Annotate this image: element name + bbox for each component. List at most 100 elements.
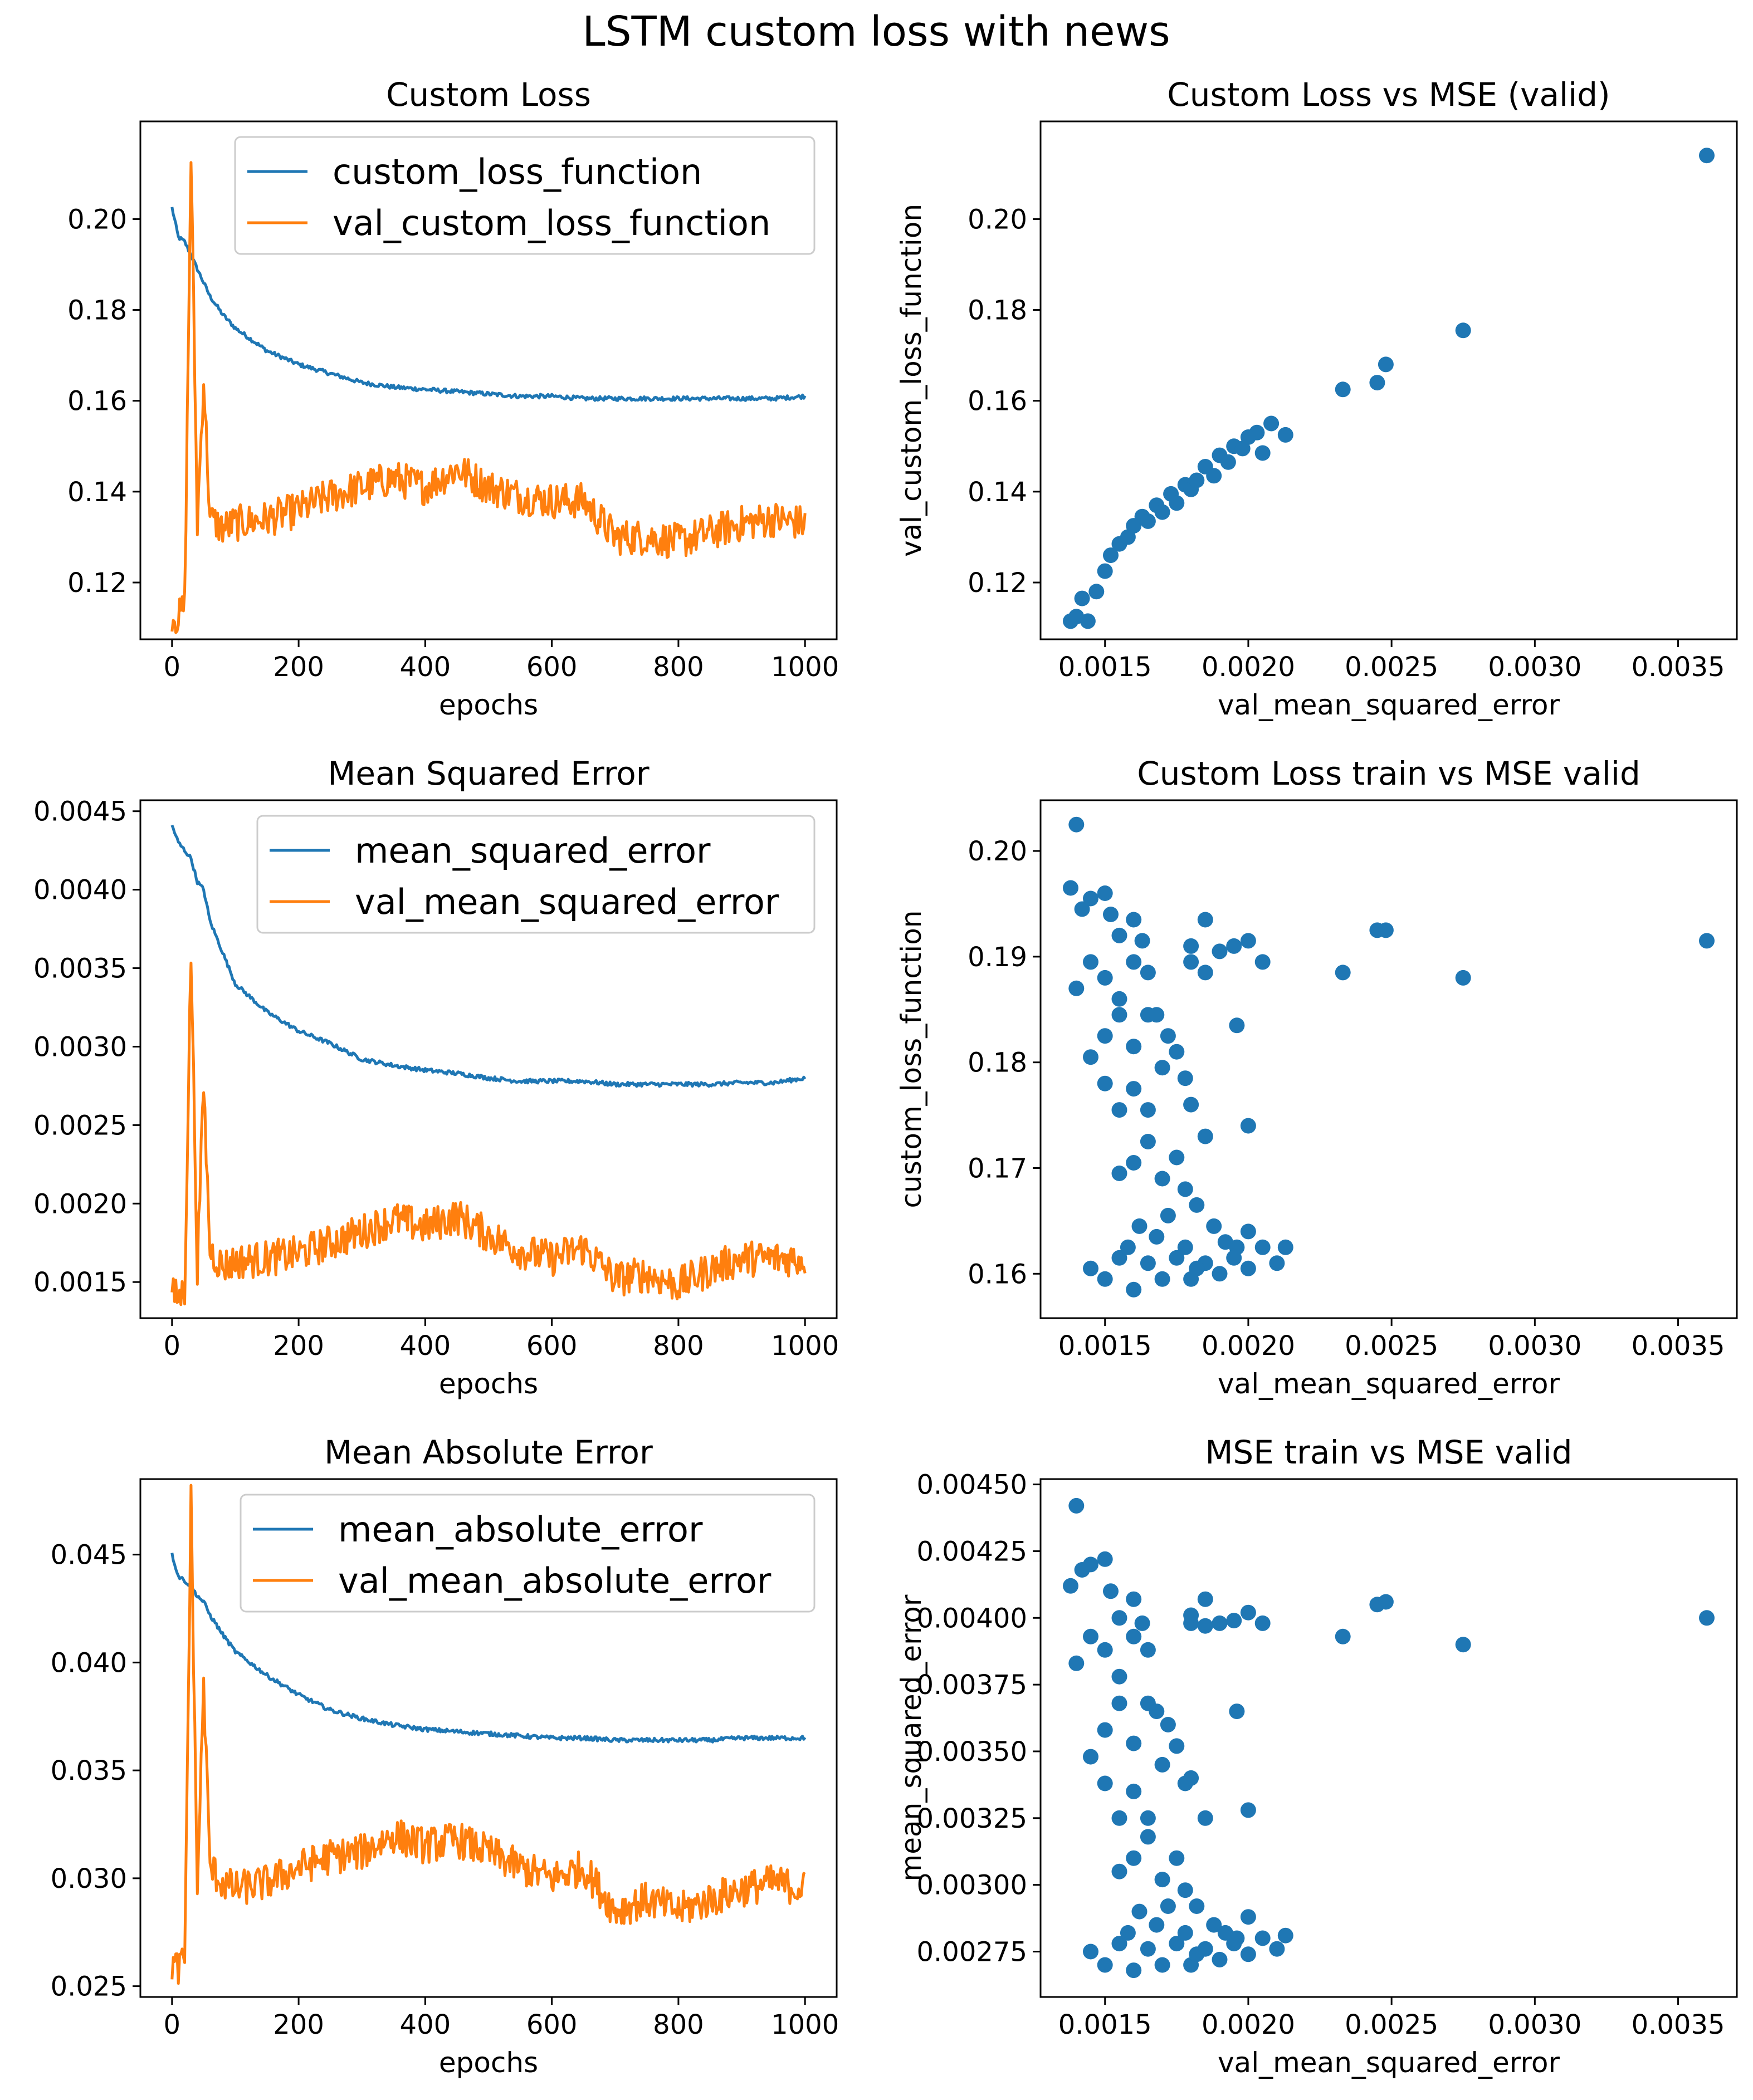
legend-label: val_mean_absolute_error [338,1560,771,1601]
scatter-point [1074,901,1090,917]
y-tick-label: 0.17 [968,1153,1027,1184]
scatter-point [1111,1695,1127,1711]
x-tick-label: 600 [526,652,578,683]
scatter-point [1097,970,1113,986]
series-line-2 [170,161,807,634]
scatter-point [1189,1260,1205,1276]
x-tick-label: 800 [653,652,704,683]
y-tick-label: 0.16 [968,1259,1027,1290]
scatter-point [1126,1155,1142,1171]
scatter-point [1111,1668,1127,1685]
scatter-point [1254,445,1271,461]
y-tick-label: 0.14 [67,477,127,508]
scatter-point [1240,1802,1256,1818]
x-tick-label: 0.0025 [1345,1330,1438,1362]
x-tick-label: 0 [164,652,181,683]
scatter-point [1335,381,1351,398]
scatter-point [1699,933,1715,949]
plot-area [1063,148,1715,629]
y-tick-label: 0.025 [51,1971,127,2003]
x-tick-label: 0.0035 [1632,1330,1725,1362]
axes-frame [139,799,838,1319]
y-tick-label: 0.0015 [33,1267,127,1298]
y-tick-label: 0.00425 [917,1536,1028,1567]
scatter-point [1240,933,1256,949]
scatter-point [1140,965,1156,981]
scatter-point [1111,1863,1127,1879]
y-tick-label: 0.18 [968,1047,1027,1079]
scatter-point [1083,1628,1098,1644]
scatter-point [1169,1738,1185,1754]
y-tick-label: 0.030 [51,1863,127,1895]
scatter-point [1226,1250,1242,1266]
scatter-point [1140,513,1156,529]
scatter-point [1229,1704,1245,1720]
scatter-point [1177,1925,1193,1941]
scatter-point [1140,1642,1156,1658]
scatter-point [1378,1594,1394,1610]
scatter-point [1169,1936,1185,1952]
y-tick-label: 0.035 [51,1755,127,1786]
scatter-point [1111,991,1127,1007]
x-tick-label: 0.0020 [1202,652,1295,683]
scatter-point [1226,1613,1242,1629]
subplot-3: Mean Squared Error 0 200 400 600 800 1000 0.001… [33,755,839,1400]
x-tick-label: 0 [164,1330,181,1362]
y-tick-label: 0.045 [51,1540,127,1571]
scatter-point [1126,1039,1142,1055]
x-tick-label: 200 [273,652,324,683]
legend: mean_squared_error val_mean_squared_error [256,815,816,934]
scatter-point [1189,1898,1205,1914]
scatter-point [1455,322,1471,339]
y-tick-label: 0.18 [968,295,1027,326]
scatter-point [1097,1722,1113,1738]
y-tick-label: 0.0045 [33,796,127,828]
scatter-point [1160,1717,1176,1732]
x-tick-label: 400 [400,652,451,683]
scatter-point [1111,1102,1127,1118]
x-axis-label: epochs [439,1368,538,1400]
scatter-point [1183,1770,1199,1786]
scatter-point [1240,1909,1256,1925]
scatter-point [1126,1591,1142,1607]
x-tick-label: 200 [273,1330,324,1362]
scatter-point [1369,375,1385,391]
scatter-point [1197,965,1213,981]
x-axis-label: epochs [439,689,538,721]
scatter-point [1083,1260,1098,1276]
axes-frame [1039,1478,1738,1998]
scatter-point [1699,148,1715,164]
y-tick-label: 0.0020 [33,1188,127,1220]
scatter-point [1197,1618,1213,1634]
scatter-point [1378,356,1394,373]
figure-title: LSTM custom loss with news [582,8,1170,56]
scatter-point [1169,495,1185,511]
subplot-4: Custom Loss train vs MSE valid 0.0015 0.00… [895,755,1738,1400]
plot-area [170,1484,807,1985]
plot-area [170,161,807,634]
scatter-point [1068,980,1085,996]
y-tick-label: 0.20 [968,204,1027,235]
series-line-2 [170,961,807,1306]
y-axis-label: mean_squared_error [895,1594,927,1881]
scatter-point [1140,1941,1156,1957]
scatter-point [1103,1583,1119,1599]
scatter-point [1226,1936,1242,1952]
scatter-point [1097,1271,1113,1287]
legend-label: val_custom_loss_function [333,203,770,243]
x-tick-label: 0.0035 [1632,652,1725,683]
scatter-point [1126,912,1142,928]
series-line-1 [170,824,807,1088]
y-tick-label: 0.00400 [917,1603,1028,1634]
scatter-point [1183,1096,1199,1113]
legend-box [256,815,816,934]
x-tick-label: 0.0015 [1058,2009,1152,2040]
scatter-point [1111,1007,1127,1023]
x-axis-label: val_mean_squared_error [1218,1368,1560,1400]
scatter-point [1154,1957,1170,1973]
scatter-point [1197,1128,1213,1144]
scatter-point [1169,1250,1185,1266]
x-tick-label: 200 [273,2009,324,2040]
y-tick-label: 0.00375 [917,1670,1028,1701]
x-tick-label: 600 [526,2009,578,2040]
